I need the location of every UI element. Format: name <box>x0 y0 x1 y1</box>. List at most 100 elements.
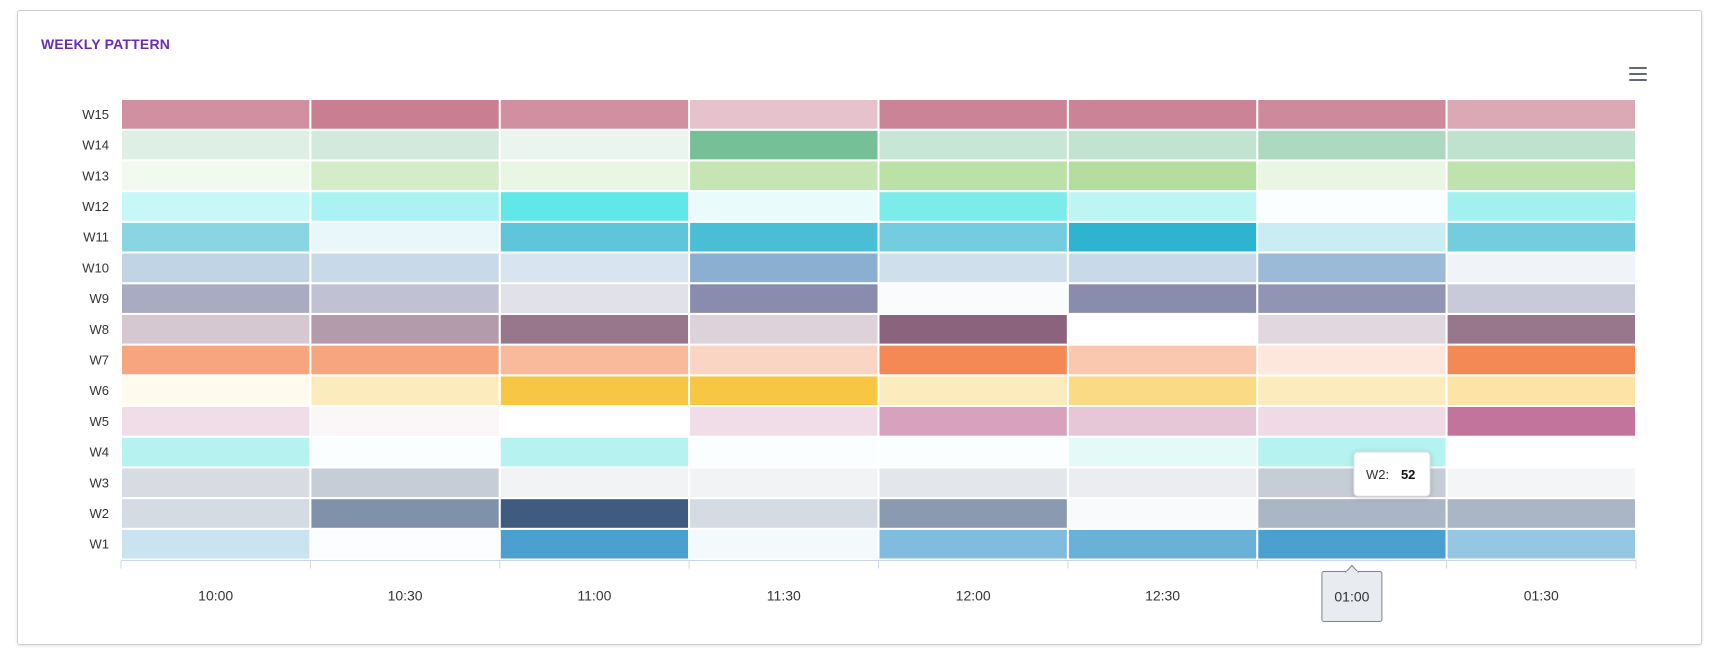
heatmap-cell <box>877 98 1069 131</box>
heatmap-cell <box>309 251 501 285</box>
heatmap-cell <box>120 220 312 254</box>
heatmap-cell <box>1066 312 1259 346</box>
heatmap-cell <box>1256 98 1448 131</box>
heatmap-cell <box>1256 220 1448 254</box>
heatmap-cell <box>498 312 691 346</box>
y-tick-label: W7 <box>90 352 110 367</box>
heatmap-cell <box>120 343 312 377</box>
heatmap-cell <box>1256 374 1448 407</box>
heatmap-cell <box>1256 405 1448 438</box>
heatmap-cell <box>309 527 501 561</box>
heatmap-cell <box>120 466 312 500</box>
heatmap-cell <box>1445 128 1637 162</box>
heatmap-cell <box>688 128 880 162</box>
x-tick-label: 12:30 <box>1145 588 1180 604</box>
heatmap-cell <box>688 405 880 438</box>
heatmap-cell <box>1445 343 1637 377</box>
heatmap-cell <box>1256 282 1448 315</box>
heatmap-cell <box>1256 159 1448 193</box>
heatmap-cell <box>309 435 501 469</box>
y-tick-label: W6 <box>90 383 110 398</box>
heatmap-cell <box>1445 405 1637 438</box>
heatmap-cell <box>1445 374 1637 407</box>
heatmap-cell <box>1066 220 1259 254</box>
heatmap-cell <box>877 435 1069 469</box>
heatmap-cell <box>498 159 691 193</box>
heatmap-cell <box>877 282 1069 315</box>
heatmap-cell <box>498 190 691 223</box>
heatmap-cell <box>309 98 501 131</box>
heatmap-cell <box>498 527 691 561</box>
heatmap-cell <box>120 251 312 285</box>
y-tick-label: W12 <box>82 199 109 214</box>
y-tick-label: W15 <box>82 107 109 122</box>
heatmap-cell <box>120 374 312 407</box>
heatmap-cell <box>309 497 501 530</box>
heatmap-cell <box>688 251 880 285</box>
y-tick-label: W10 <box>82 260 109 275</box>
heatmap-cell <box>1445 435 1637 469</box>
hamburger-menu-icon[interactable] <box>1626 63 1652 85</box>
tooltip-box <box>1353 451 1431 497</box>
heatmap-cell <box>1445 527 1637 561</box>
heatmap-cell <box>688 466 880 500</box>
heatmap-cell <box>120 435 312 469</box>
heatmap-cell <box>498 282 691 315</box>
heatmap-cell <box>877 312 1069 346</box>
x-tick-label: 01:30 <box>1524 588 1559 604</box>
heatmap-cell <box>498 374 691 407</box>
tooltip-label: W2: <box>1366 467 1389 482</box>
heatmap-cell <box>877 405 1069 438</box>
heatmap-cell <box>309 405 501 438</box>
heatmap-cell <box>1066 282 1259 315</box>
heatmap-cell <box>498 220 691 254</box>
heatmap-cell <box>1445 282 1637 315</box>
y-tick-label: W13 <box>82 168 109 183</box>
heatmap-cell <box>877 220 1069 254</box>
heatmap-cell <box>1445 159 1637 193</box>
heatmap-cell <box>1445 312 1637 346</box>
heatmap-cell <box>120 128 312 162</box>
heatmap-cell <box>1445 220 1637 254</box>
y-tick-label: W9 <box>90 291 110 306</box>
heatmap-cell <box>688 527 880 561</box>
heatmap-cell <box>498 497 691 530</box>
heatmap-cell <box>688 190 880 223</box>
heatmap-cell <box>309 282 501 315</box>
heatmap-cell <box>309 190 501 223</box>
heatmap-cell <box>877 374 1069 407</box>
y-tick-label: W14 <box>82 138 109 153</box>
chart-title: WEEKLY PATTERN <box>41 36 171 52</box>
heatmap-cell <box>877 251 1069 285</box>
heatmap-cell <box>1066 128 1259 162</box>
heatmap-cell <box>1066 435 1259 469</box>
heatmap-cell <box>498 435 691 469</box>
tooltip-value: 52 <box>1401 467 1415 482</box>
heatmap-cell <box>1066 251 1259 285</box>
heatmap-cell <box>1445 497 1637 530</box>
heatmap-cell <box>498 98 691 131</box>
heatmap-cell <box>1066 98 1259 131</box>
heatmap-cell <box>1066 159 1259 193</box>
heatmap-cell <box>1445 190 1637 223</box>
heatmap-cell <box>1066 405 1259 438</box>
heatmap-cell <box>1256 251 1448 285</box>
y-tick-label: W5 <box>90 414 110 429</box>
heatmap-cell <box>498 405 691 438</box>
heatmap-cell <box>877 190 1069 223</box>
heatmap-cell <box>1256 190 1448 223</box>
heatmap-cells <box>120 98 1637 561</box>
heatmap-cell <box>498 128 691 162</box>
heatmap-cell <box>688 312 880 346</box>
heatmap-cell <box>688 282 880 315</box>
y-tick-label: W2 <box>90 506 110 521</box>
heatmap-cell <box>1256 128 1448 162</box>
heatmap-cell <box>877 466 1069 500</box>
heatmap-cell <box>309 220 501 254</box>
heatmap-cell <box>120 190 312 223</box>
y-tick-label: W11 <box>83 230 109 245</box>
heatmap-cell <box>1256 343 1448 377</box>
heatmap-cell <box>309 159 501 193</box>
y-tick-label: W4 <box>90 445 110 460</box>
